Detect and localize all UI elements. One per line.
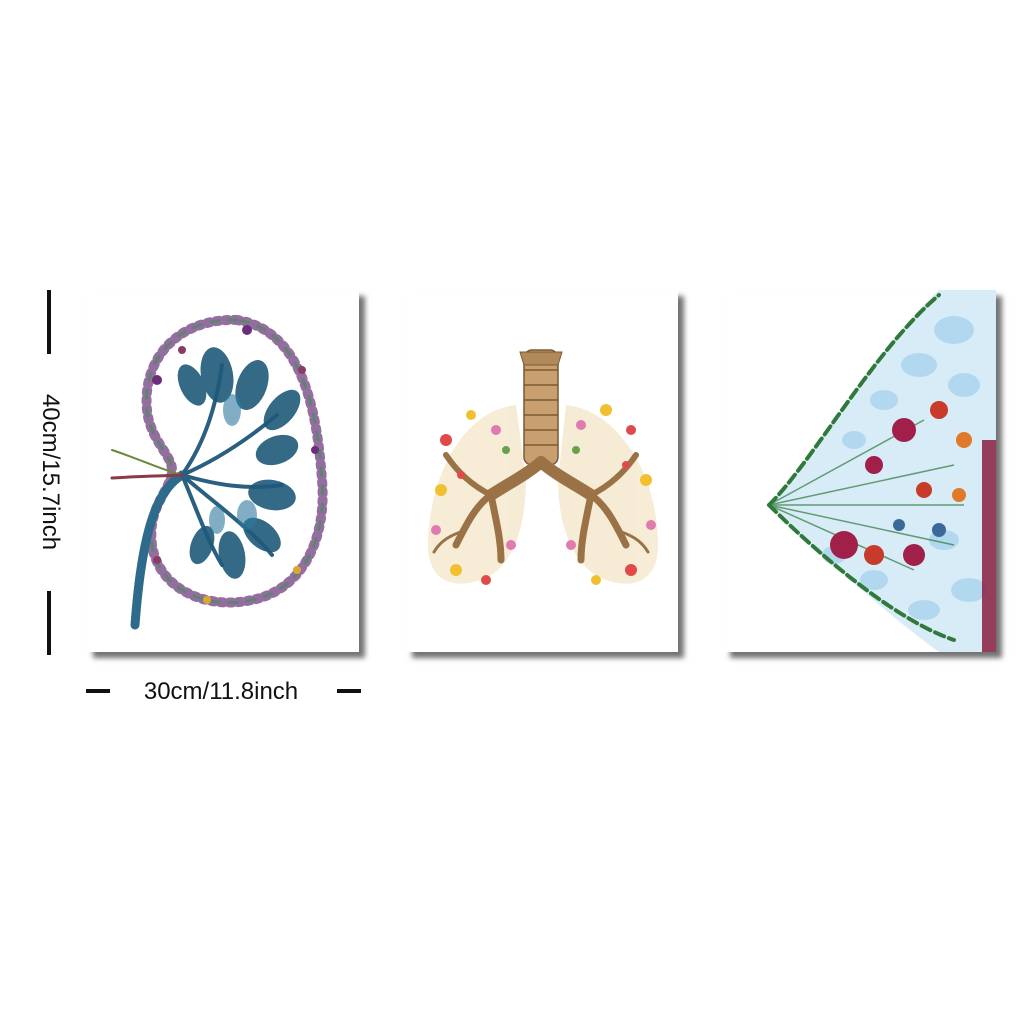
kidney-art-print <box>87 290 359 652</box>
height-dimension-line-bottom <box>47 591 51 655</box>
breast-art-print <box>724 290 996 652</box>
width-dimension-label: 30cm/11.8inch <box>143 678 299 705</box>
height-dimension-label: 40cm/15.7inch <box>37 393 64 551</box>
lungs-illustration <box>427 349 659 585</box>
breast-illustration <box>767 290 996 652</box>
width-dimension-line-left <box>86 689 110 693</box>
height-dimension-line-top <box>47 290 51 354</box>
width-dimension: 30cm/11.8inch <box>86 677 361 707</box>
height-dimension: 40cm/15.7inch <box>35 290 65 655</box>
width-dimension-line-right <box>337 689 361 693</box>
lungs-art-print <box>406 290 678 652</box>
kidney-illustration <box>110 314 328 630</box>
